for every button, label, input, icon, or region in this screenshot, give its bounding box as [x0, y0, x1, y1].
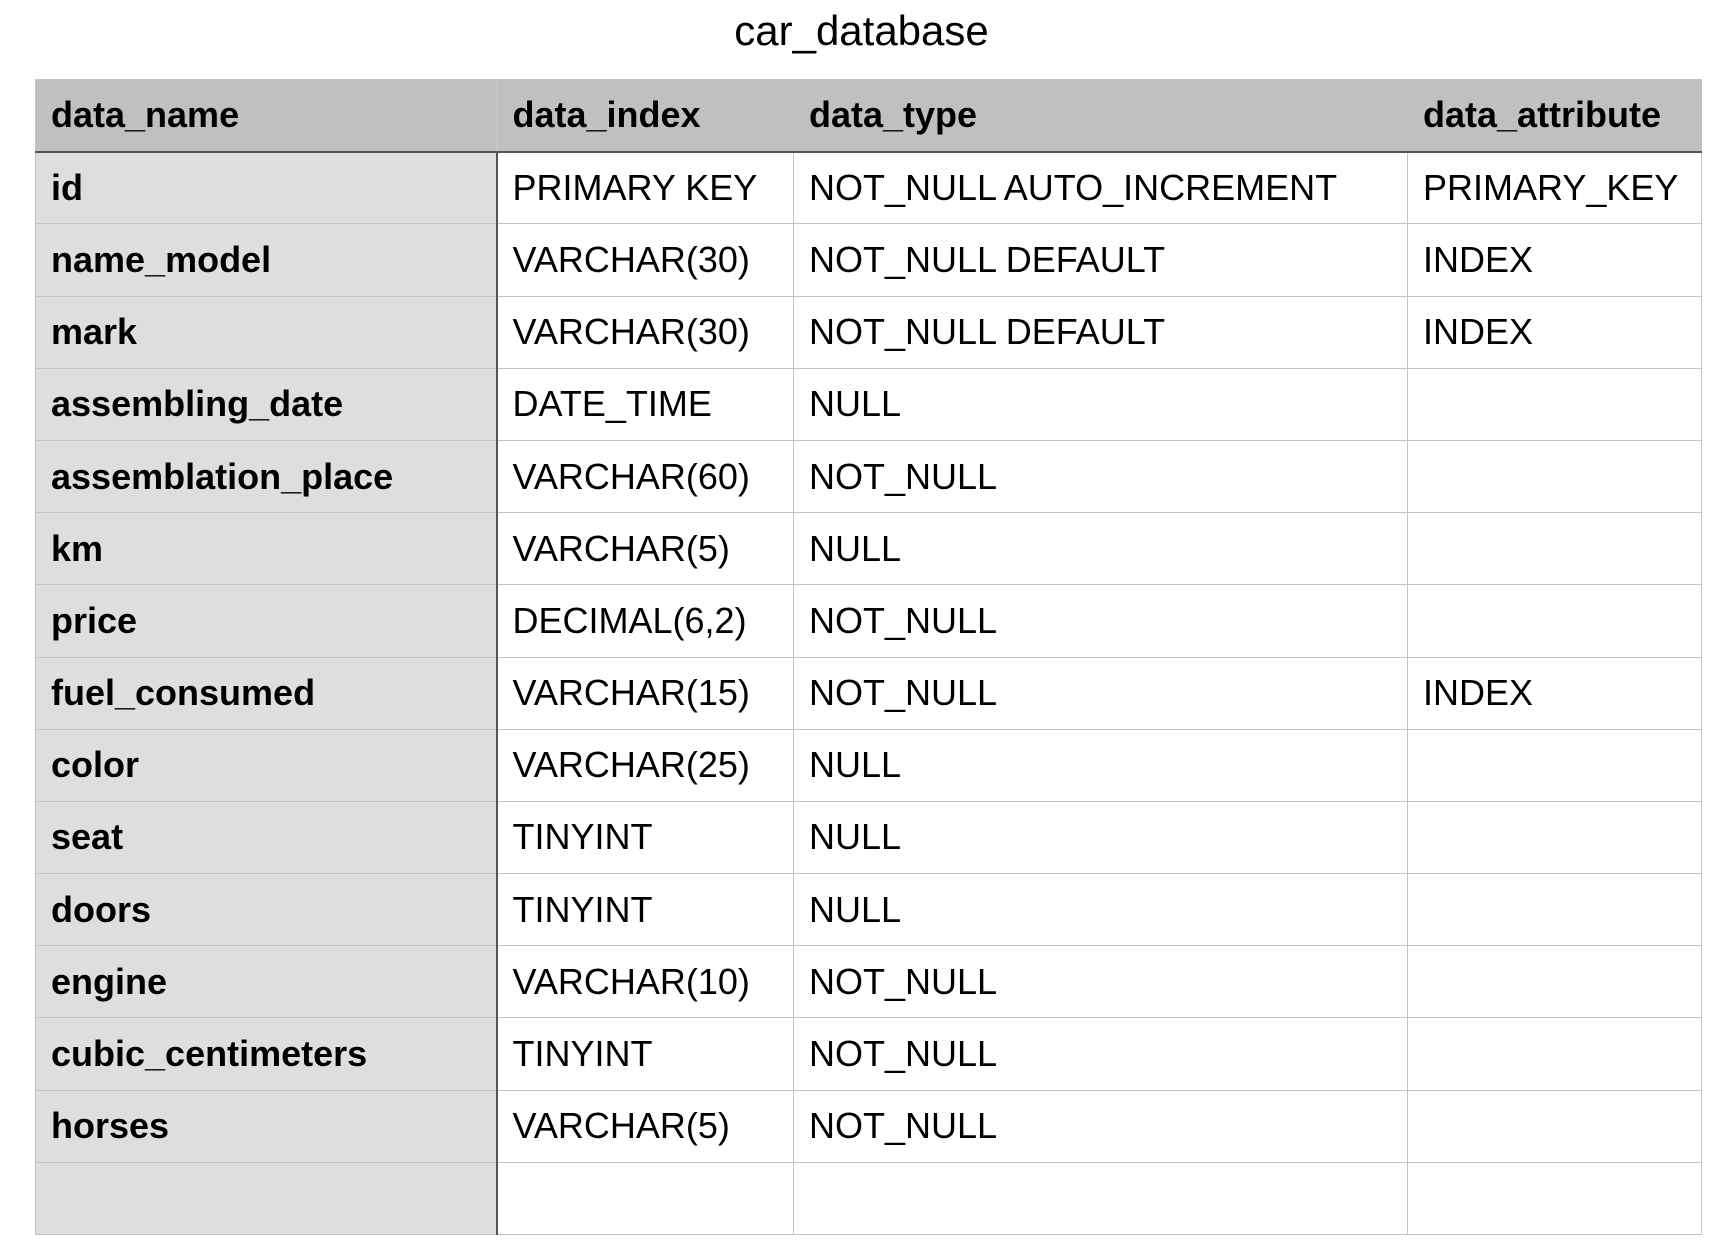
table-cell-data-index-column[interactable] [496, 1161, 794, 1236]
column-header-data-type-column[interactable]: data_type [793, 78, 1408, 153]
table-row: id PRIMARY KEY NOT_NULL AUTO_INCREMENT PRIM… [35, 151, 1702, 225]
table-cell-data-name-column[interactable]: id [35, 151, 498, 225]
table-cell-data-index-column[interactable]: TINYINT [496, 873, 794, 947]
table-cell-data-name-column[interactable]: doors [35, 873, 498, 947]
table-cell-data-type-column[interactable]: NOT_NULL [793, 656, 1408, 730]
table-cell-data-type-column[interactable]: NULL [793, 512, 1408, 586]
table-row: seat TINYINT NULL [35, 800, 1702, 875]
table-cell-data-attribute-column[interactable] [1407, 728, 1702, 802]
table-cell-data-attribute-column[interactable] [1407, 800, 1702, 875]
table-cell-data-type-column[interactable]: NULL [793, 800, 1408, 875]
table-cell-data-index-column[interactable]: PRIMARY KEY [496, 151, 794, 225]
table-cell-data-index-column[interactable]: VARCHAR(10) [496, 945, 794, 1019]
table-row: assemblation_place VARCHAR(60) NOT_NULL [35, 439, 1702, 514]
table-row: doors TINYINT NULL [35, 873, 1702, 947]
table-row: color VARCHAR(25) NULL [35, 728, 1702, 802]
table-cell-data-attribute-column[interactable] [1407, 512, 1702, 586]
table-cell-data-attribute-column[interactable]: INDEX [1407, 656, 1702, 730]
table-cell-data-name-column[interactable]: name_model [35, 223, 498, 297]
table-cell-data-attribute-column[interactable] [1407, 945, 1702, 1019]
table-cell-data-index-column[interactable]: VARCHAR(30) [496, 295, 794, 369]
table-row: name_model VARCHAR(30) NOT_NULL DEFAULT IND… [35, 223, 1702, 297]
table-cell-data-name-column[interactable]: price [35, 584, 498, 658]
table-row: engine VARCHAR(10) NOT_NULL [35, 945, 1702, 1019]
table-cell-data-name-column[interactable]: km [35, 512, 498, 586]
table-cell-data-attribute-column[interactable]: INDEX [1407, 295, 1702, 369]
table-cell-data-type-column[interactable]: NOT_NULL [793, 1089, 1408, 1163]
table-cell-data-name-column[interactable]: engine [35, 945, 498, 1019]
table-cell-data-type-column[interactable]: NULL [793, 728, 1408, 802]
table-cell-data-attribute-column[interactable] [1407, 873, 1702, 947]
table-cell-data-type-column[interactable]: NOT_NULL [793, 945, 1408, 1019]
table-header: data_name data_index data_type data_attribu… [35, 78, 1702, 153]
table-body: id PRIMARY KEY NOT_NULL AUTO_INCREMENT PRIM… [35, 151, 1702, 1236]
table-cell-data-type-column[interactable]: NOT_NULL [793, 1017, 1408, 1091]
table-cell-data-attribute-column[interactable]: INDEX [1407, 223, 1702, 297]
table-row [35, 1161, 1702, 1236]
column-header-data-attribute-column[interactable]: data_attribute [1407, 78, 1702, 153]
table-cell-data-type-column[interactable]: NOT_NULL DEFAULT [793, 223, 1408, 297]
table-cell-data-name-column[interactable]: fuel_consumed [35, 656, 498, 730]
table-cell-data-attribute-column[interactable] [1407, 439, 1702, 514]
table-cell-data-attribute-column[interactable] [1407, 367, 1702, 441]
table-cell-data-type-column[interactable] [793, 1161, 1408, 1236]
table-cell-data-index-column[interactable]: VARCHAR(15) [496, 656, 794, 730]
table-cell-data-name-column[interactable]: assembling_date [35, 367, 498, 441]
table-cell-data-type-column[interactable]: NULL [793, 873, 1408, 947]
table-cell-data-name-column[interactable]: cubic_centimeters [35, 1017, 498, 1091]
table-row: km VARCHAR(5) NULL [35, 512, 1702, 586]
schema-table: data_name data_index data_type data_attribu… [35, 78, 1702, 1236]
table-cell-data-index-column[interactable]: TINYINT [496, 800, 794, 875]
table-row: fuel_consumed VARCHAR(15) NOT_NULL INDEX [35, 656, 1702, 730]
table-cell-data-name-column[interactable] [35, 1161, 498, 1236]
table-cell-data-attribute-column[interactable] [1407, 1017, 1702, 1091]
table-cell-data-index-column[interactable]: TINYINT [496, 1017, 794, 1091]
table-cell-data-name-column[interactable]: color [35, 728, 498, 802]
table-cell-data-index-column[interactable]: VARCHAR(60) [496, 439, 794, 514]
column-header-data-index-column[interactable]: data_index [496, 78, 794, 153]
table-cell-data-index-column[interactable]: DECIMAL(6,2) [496, 584, 794, 658]
table-cell-data-index-column[interactable]: DATE_TIME [496, 367, 794, 441]
table-cell-data-attribute-column[interactable] [1407, 1089, 1702, 1163]
table-cell-data-name-column[interactable]: assemblation_place [35, 439, 498, 514]
table-cell-data-attribute-column[interactable]: PRIMARY_KEY [1407, 151, 1702, 225]
table-cell-data-type-column[interactable]: NOT_NULL DEFAULT [793, 295, 1408, 369]
table-cell-data-type-column[interactable]: NOT_NULL [793, 439, 1408, 514]
table-cell-data-name-column[interactable]: mark [35, 295, 498, 369]
header-row: data_name data_index data_type data_attribu… [35, 78, 1702, 153]
table-cell-data-index-column[interactable]: VARCHAR(30) [496, 223, 794, 297]
table-cell-data-index-column[interactable]: VARCHAR(5) [496, 512, 794, 586]
table-cell-data-attribute-column[interactable] [1407, 584, 1702, 658]
table-row: assembling_date DATE_TIME NULL [35, 367, 1702, 441]
table-cell-data-type-column[interactable]: NULL [793, 367, 1408, 441]
table-cell-data-index-column[interactable]: VARCHAR(5) [496, 1089, 794, 1163]
table-row: price DECIMAL(6,2) NOT_NULL [35, 584, 1702, 658]
table-cell-data-type-column[interactable]: NOT_NULL [793, 584, 1408, 658]
table-row: cubic_centimeters TINYINT NOT_NULL [35, 1017, 1702, 1091]
table-cell-data-type-column[interactable]: NOT_NULL AUTO_INCREMENT [793, 151, 1408, 225]
table-container: data_name data_index data_type data_attribu… [35, 78, 1702, 1236]
table-row: horses VARCHAR(5) NOT_NULL [35, 1089, 1702, 1163]
page-title: car_database [734, 7, 989, 54]
table-row: mark VARCHAR(30) NOT_NULL DEFAULT INDEX [35, 295, 1702, 369]
table-cell-data-attribute-column[interactable] [1407, 1161, 1702, 1236]
table-cell-data-index-column[interactable]: VARCHAR(25) [496, 728, 794, 802]
table-cell-data-name-column[interactable]: horses [35, 1089, 498, 1163]
table-cell-data-name-column[interactable]: seat [35, 800, 498, 875]
column-header-data-name-column[interactable]: data_name [35, 78, 498, 153]
